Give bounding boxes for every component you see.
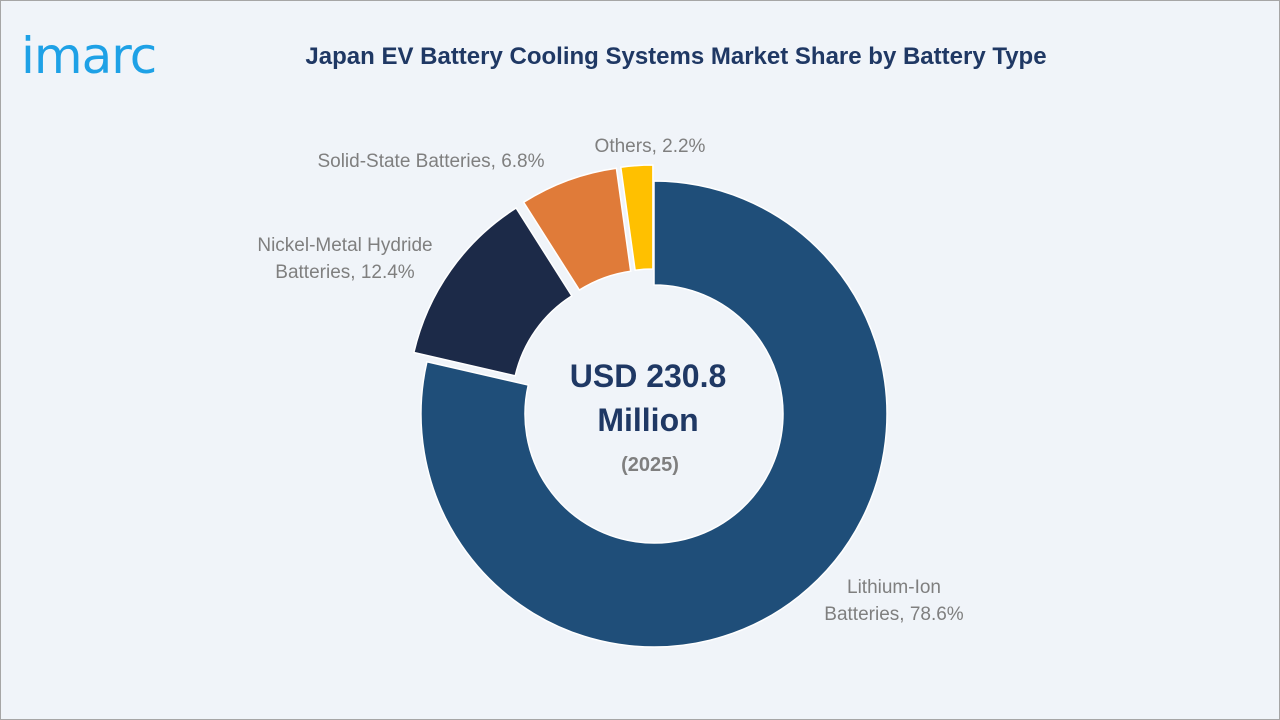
slice-nickel-metal-hydride-batteries (412, 206, 573, 377)
slice-solid-state-batteries (522, 167, 632, 292)
slice-label: Others, 2.2% (595, 136, 706, 157)
slice-label: Lithium-Ion Batteries, 78.6% (824, 577, 964, 625)
slice-label: Nickel-Metal Hydride Batteries, 12.4% (257, 235, 432, 283)
slice-others (619, 164, 654, 272)
imarc-logo: imarc (19, 15, 209, 85)
slice-lithium-ion-batteries (420, 180, 888, 648)
logo-text: imarc (21, 27, 156, 85)
slice-label: Solid-State Batteries, 6.8% (317, 151, 544, 172)
chart-title: Japan EV Battery Cooling Systems Market … (305, 43, 1047, 70)
center-value: USD 230.8 Million (570, 358, 727, 438)
center-year: (2025) (621, 454, 679, 476)
